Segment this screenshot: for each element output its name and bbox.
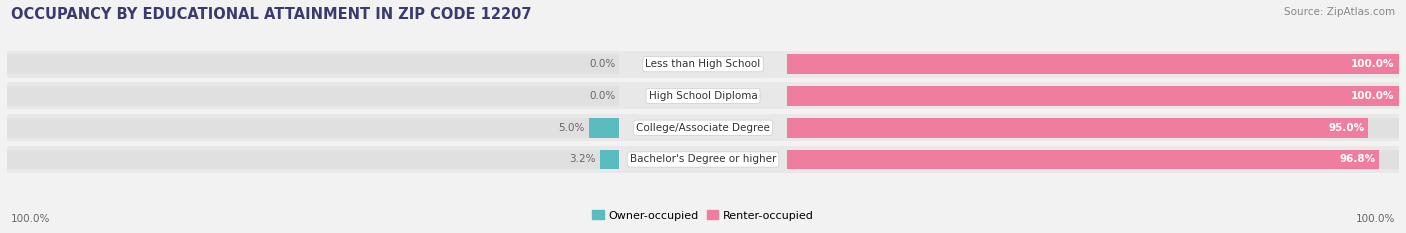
- Bar: [7, 51, 1399, 78]
- Text: OCCUPANCY BY EDUCATIONAL ATTAINMENT IN ZIP CODE 12207: OCCUPANCY BY EDUCATIONAL ATTAINMENT IN Z…: [11, 7, 531, 22]
- Text: 100.0%: 100.0%: [1355, 214, 1395, 224]
- Text: 5.0%: 5.0%: [558, 123, 585, 133]
- Bar: [786, 150, 1399, 169]
- Text: 96.8%: 96.8%: [1339, 154, 1375, 164]
- Text: Less than High School: Less than High School: [645, 59, 761, 69]
- Bar: [7, 82, 1399, 110]
- Text: High School Diploma: High School Diploma: [648, 91, 758, 101]
- Bar: [7, 86, 620, 106]
- Bar: [7, 118, 620, 137]
- Bar: [786, 118, 1399, 137]
- Text: 100.0%: 100.0%: [1351, 59, 1395, 69]
- Bar: [589, 118, 620, 137]
- Text: Source: ZipAtlas.com: Source: ZipAtlas.com: [1284, 7, 1395, 17]
- Bar: [786, 54, 1399, 74]
- Bar: [7, 114, 1399, 141]
- Text: 0.0%: 0.0%: [589, 59, 616, 69]
- Text: College/Associate Degree: College/Associate Degree: [636, 123, 770, 133]
- Bar: [786, 150, 1379, 169]
- Bar: [7, 150, 620, 169]
- Bar: [600, 150, 620, 169]
- Legend: Owner-occupied, Renter-occupied: Owner-occupied, Renter-occupied: [588, 206, 818, 225]
- Bar: [786, 86, 1399, 106]
- Bar: [786, 118, 1368, 137]
- Text: 0.0%: 0.0%: [589, 91, 616, 101]
- Text: 95.0%: 95.0%: [1329, 123, 1364, 133]
- Text: 3.2%: 3.2%: [569, 154, 596, 164]
- Text: Bachelor's Degree or higher: Bachelor's Degree or higher: [630, 154, 776, 164]
- Bar: [786, 54, 1399, 74]
- Text: 100.0%: 100.0%: [11, 214, 51, 224]
- Bar: [7, 146, 1399, 173]
- Bar: [7, 54, 620, 74]
- Bar: [786, 86, 1399, 106]
- Text: 100.0%: 100.0%: [1351, 91, 1395, 101]
